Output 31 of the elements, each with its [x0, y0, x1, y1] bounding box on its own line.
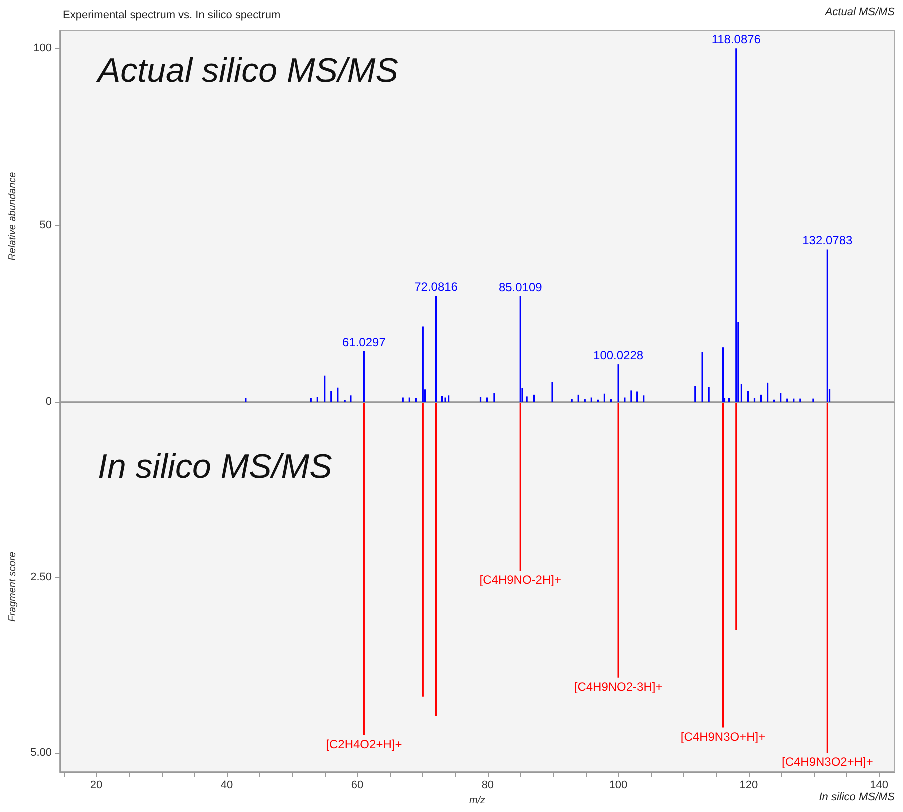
x-tick-label: 40	[220, 780, 234, 792]
y-tick-label: 100	[34, 42, 52, 55]
y-tick-label: 0	[46, 396, 52, 408]
text: In silico MS/MS	[819, 792, 896, 804]
x-axis-title: m/z	[469, 795, 486, 806]
chart-title: Experimental spectrum vs. In silico spectrum	[63, 10, 281, 22]
annotation: 100.0228	[594, 348, 644, 363]
annotation: [C2H4O2+H]+	[326, 737, 402, 752]
annotation: 72.0816	[414, 280, 458, 294]
x-tick-label: 80	[482, 780, 494, 792]
y-axis-title: Fragment score	[8, 552, 18, 622]
annotation: 118.0876	[712, 32, 762, 47]
annotation: 132.0783	[802, 234, 854, 248]
annotation: 61.0297	[342, 335, 386, 350]
annotation: [C4H9NO-2H]+	[480, 573, 562, 588]
y-tick-label: 2.50	[30, 572, 52, 584]
annotation: Actual silico MS/MS	[96, 52, 399, 90]
x-tick-label: 120	[740, 780, 758, 792]
x-tick-label: 100	[609, 780, 628, 792]
y-tick-label: 50	[40, 219, 52, 232]
x-tick-label: 20	[90, 780, 103, 792]
annotation: [C4H9N3O+H]+	[680, 730, 766, 744]
y-axis-title: Relative abundance	[8, 172, 18, 261]
y-tick-label: 5.00	[30, 747, 52, 760]
annotation: [C4H9NO2-3H]+	[574, 680, 663, 694]
annotation: [C4H9N3O2+H]+	[782, 755, 874, 770]
text: Actual MS/MS	[824, 6, 896, 18]
annotation: In silico MS/MS	[98, 448, 333, 486]
annotation: 85.0109	[498, 280, 543, 294]
x-tick-label: 140	[870, 780, 889, 792]
x-tick-label: 60	[351, 780, 364, 792]
